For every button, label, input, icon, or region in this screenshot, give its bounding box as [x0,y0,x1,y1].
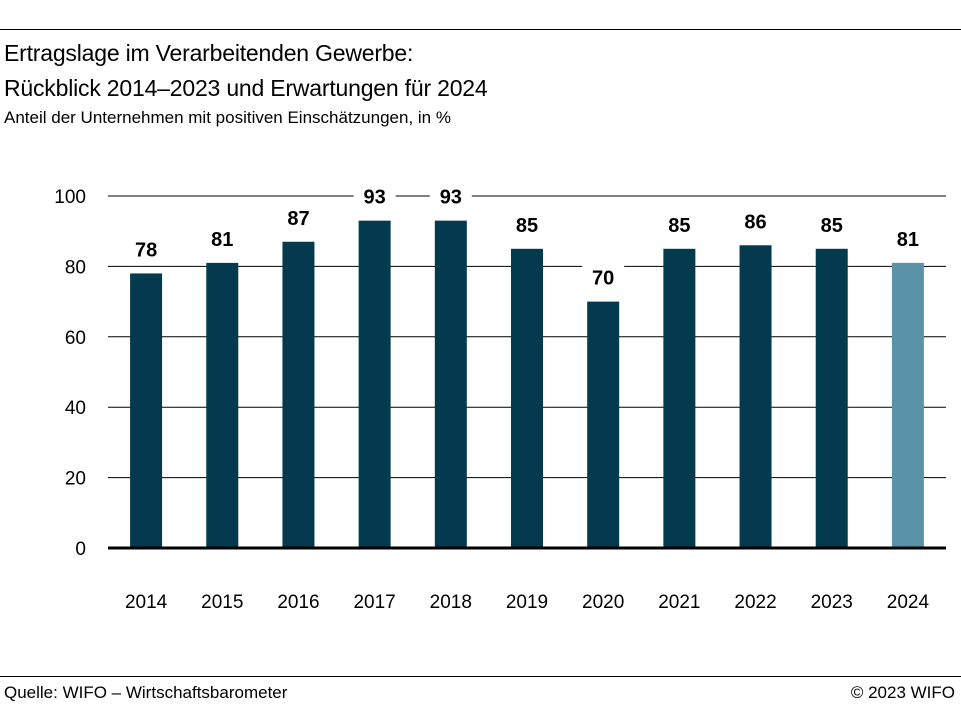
bar [434,220,467,548]
bar [206,262,239,548]
bar-value-label: 93 [440,187,462,209]
bar-label-background [277,203,320,230]
x-tick-label: 2016 [277,592,319,613]
x-tick-label: 2022 [734,592,776,613]
y-tick-label: 100 [54,187,86,208]
bar [282,241,315,548]
bar [511,248,543,549]
bar-label-background [429,182,472,209]
chart-subtitle: Anteil der Unternehmen mit positiven Ein… [4,108,451,127]
bar-chart: 0 20 40 60 80 100 78 2014 81 2015 87 2016 93 2017 93 20… [54,182,946,613]
bar-value-label: 81 [897,229,919,251]
bar [358,220,391,548]
x-tick-label: 2017 [353,592,395,613]
bar-value-label: 87 [287,208,309,230]
x-tick-label: 2014 [125,592,168,613]
bar-value-label: 85 [821,215,843,237]
x-tick-label: 2021 [658,592,700,613]
bar-value-label: 81 [211,229,233,251]
bar-label-background [886,224,929,251]
copyright-note: © 2023 WIFO [850,683,955,702]
bar [130,273,163,548]
chart-title-line-2: Rückblick 2014–2023 und Erwartungen für … [4,75,488,101]
y-tick-label: 0 [75,539,86,560]
x-tick-label: 2018 [430,592,472,613]
bar-value-label: 93 [364,187,386,209]
bar-label-background [658,210,701,237]
y-tick-label: 40 [65,398,86,419]
bottom-rule [0,676,961,677]
x-tick-label: 2019 [506,592,548,613]
bar [815,248,848,549]
bar-value-label: 85 [516,215,538,237]
bar-label-background [810,210,853,237]
bar-value-label: 85 [668,215,690,237]
bar [663,248,696,549]
bar-value-label: 86 [744,211,766,233]
bar [587,301,620,548]
bar-label-background [506,210,548,237]
bar-label-background [353,182,396,209]
y-tick-label: 20 [65,469,86,490]
x-tick-label: 2023 [811,592,853,613]
bar-label-background [734,207,777,234]
y-tick-label: 80 [65,257,86,278]
x-tick-label: 2024 [887,592,930,613]
chart-title-line-1: Ertragslage im Verarbeitenden Gewerbe: [4,40,414,66]
bar-label-background [201,224,244,251]
x-tick-label: 2015 [201,592,243,613]
bar [891,262,924,548]
source-note: Quelle: WIFO – Wirtschaftsbarometer [4,683,288,702]
bar-label-background [125,235,168,262]
y-tick-label: 60 [65,328,86,349]
bar [739,245,772,548]
bar-value-label: 70 [592,268,614,290]
bar-label-background [582,263,625,290]
bar-value-label: 78 [135,239,157,261]
x-tick-label: 2020 [582,592,624,613]
top-rule [0,29,961,30]
